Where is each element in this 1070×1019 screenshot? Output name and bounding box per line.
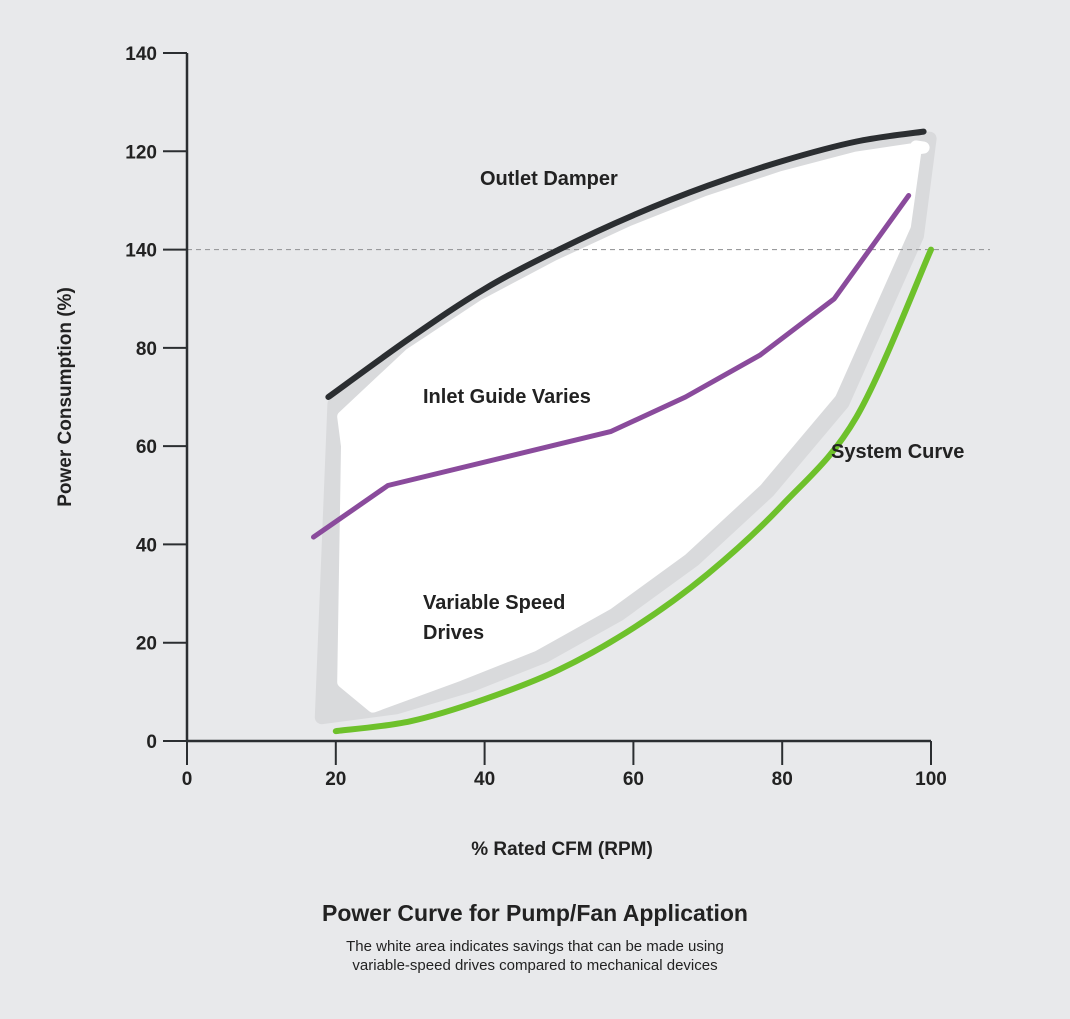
y-tick-label: 80 [136,339,157,360]
chart-caption-subtitle-line1: The white area indicates savings that ca… [346,938,724,955]
y-tick-label: 60 [136,437,157,458]
y-tick-label: 20 [136,634,157,655]
chart-caption-subtitle: The white area indicates savings that ca… [0,937,1070,975]
annotation-inlet-guide-varies: Inlet Guide Varies [423,386,591,408]
y-axis-title: Power Consumption (%) [55,287,76,507]
annotation-variable-speed: Variable Speed [423,592,565,614]
x-tick-label: 80 [772,769,793,790]
y-tick-label: 140 [125,44,157,65]
x-tick-label: 100 [915,769,947,790]
annotation-drives: Drives [423,622,484,644]
annotation-outlet-damper: Outlet Damper [480,168,618,190]
x-tick-label: 20 [325,769,346,790]
series-inlet-guide-varies [311,193,912,540]
series-outlet-damper [325,128,927,400]
y-tick-label: 0 [146,732,157,753]
x-axis-title: % Rated CFM (RPM) [471,839,653,860]
y-tick-label: 140 [125,241,157,262]
chart-caption-title: Power Curve for Pump/Fan Application [322,900,748,926]
x-tick-label: 40 [474,769,495,790]
x-tick-label: 60 [623,769,644,790]
x-tick-label: 0 [182,769,193,790]
chart-caption-subtitle-line2: variable-speed drives compared to mechan… [352,957,718,974]
y-tick-label: 40 [136,535,157,556]
series-system-curve [332,246,934,735]
power-curve-chart: 0 20 40 60 80 140 120 140 0 20 40 60 80 100 % Rated CF… [55,44,990,860]
annotation-system-curve: System Curve [831,441,964,463]
y-tick-label: 120 [125,142,157,163]
savings-area [337,140,930,713]
